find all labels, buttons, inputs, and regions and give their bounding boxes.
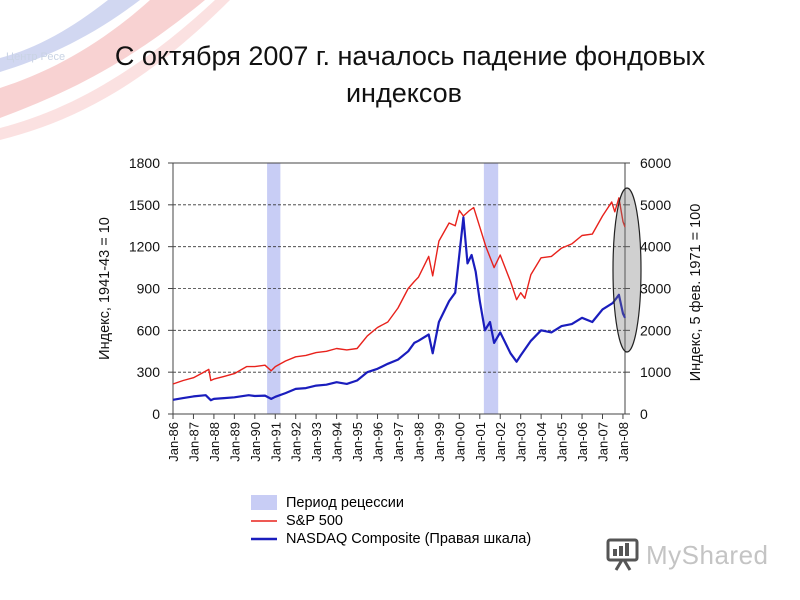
plot-frame	[168, 162, 630, 419]
x-tick-label: Jan-89	[227, 422, 242, 462]
legend-swatch-line	[251, 537, 277, 541]
left-tick-label: 0	[152, 406, 160, 422]
x-tick-label: Jan-04	[534, 422, 549, 462]
x-tick-label: Jan-92	[289, 422, 304, 462]
x-tick-label: Jan-93	[309, 422, 324, 462]
x-tick-label: Jan-06	[575, 422, 590, 462]
x-tick-label: Jan-94	[330, 422, 345, 462]
series-lines	[172, 197, 626, 402]
x-tick-label: Jan-90	[248, 422, 263, 462]
highlight-ellipse	[612, 187, 642, 353]
left-tick-label: 1500	[129, 197, 160, 213]
nasdaq-line	[172, 216, 626, 402]
x-tick-label: Jan-01	[473, 422, 488, 462]
right-tick-label: 6000	[640, 155, 671, 171]
recession-bands	[267, 163, 499, 414]
swoosh-blue	[0, 0, 140, 72]
left-tick-label: 900	[137, 281, 161, 297]
x-tick-label: Jan-07	[596, 422, 611, 462]
slide-title-line-1: С октября 2007 г. началось падение фондо…	[114, 41, 706, 71]
x-tick-label: Jan-95	[350, 422, 365, 462]
highlight	[612, 187, 642, 353]
watermark-text: Центр Ресе	[6, 51, 66, 63]
right-tick-label: 2000	[640, 322, 671, 338]
brand-name: MyShared	[646, 540, 769, 570]
x-tick-label: Jan-99	[432, 422, 447, 462]
slide-title-line-2: индексов	[345, 78, 463, 108]
left-tick-label: 1200	[129, 239, 160, 255]
tick-labels: 0 300 600 900 1200 1500 1800 0 1000 2000 3000 4000 5…	[129, 155, 672, 462]
brand-logo[interactable]: MyShared	[606, 537, 776, 573]
gridlines	[173, 204, 625, 373]
x-tick-label: Jan-97	[391, 422, 406, 462]
recession-band	[483, 163, 499, 414]
y-left-axis-label: Индекс, 1941-43 = 10	[97, 217, 113, 360]
swoosh-red	[0, 0, 205, 118]
x-tick-label: Jan-05	[555, 422, 570, 462]
x-tick-label: Jan-00	[452, 422, 467, 462]
x-tick-label: Jan-03	[514, 422, 529, 462]
sp500-line	[172, 197, 626, 385]
x-tick-label: Jan-08	[616, 422, 631, 462]
legend-label: NASDAQ Composite (Правая шкала)	[286, 531, 532, 547]
slide-title: С октября 2007 г. началось падение фондо…	[30, 38, 790, 112]
legend-swatch-line	[251, 520, 277, 522]
legend-swatch-band	[251, 495, 277, 510]
x-tick-label: Jan-02	[493, 422, 508, 462]
right-tick-label: 1000	[640, 364, 671, 380]
x-tick-label: Jan-88	[207, 422, 222, 462]
left-tick-label: 1800	[129, 155, 160, 171]
swoosh-red-thin	[0, 0, 230, 140]
right-tick-label: 5000	[640, 197, 671, 213]
legend-label: Период рецессии	[286, 495, 404, 511]
right-tick-label: 4000	[640, 239, 671, 255]
right-tick-label: 0	[640, 406, 648, 422]
y-right-axis-label: Индекс, 5 фев. 1971 = 100	[688, 204, 704, 382]
x-tick-label: Jan-87	[186, 422, 201, 462]
legend-label: S&P 500	[286, 513, 343, 529]
axis-labels: Индекс, 1941-43 = 10 Индекс, 5 фев. 1971 …	[97, 204, 704, 382]
x-tick-label: Jan-91	[268, 422, 283, 462]
left-tick-label: 300	[137, 364, 161, 380]
x-tick-label: Jan-98	[411, 422, 426, 462]
x-tick-label: Jan-96	[371, 422, 386, 462]
x-tick-label: Jan-86	[166, 422, 181, 462]
left-tick-label: 600	[137, 322, 161, 338]
presentation-board-icon	[606, 538, 639, 571]
right-tick-label: 3000	[640, 281, 671, 297]
